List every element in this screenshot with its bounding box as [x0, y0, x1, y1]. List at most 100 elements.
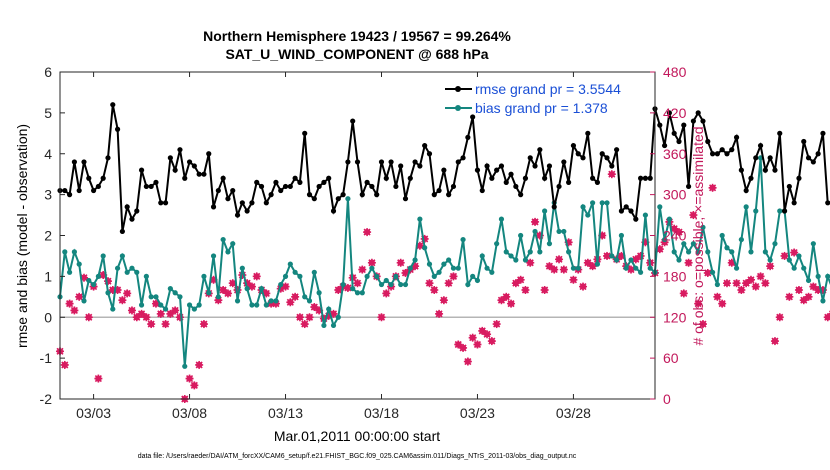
bias-point — [753, 208, 759, 214]
rmse-point — [354, 159, 361, 165]
rmse-point — [206, 151, 212, 157]
bias-point — [167, 286, 173, 292]
obs-possible-marker — [464, 358, 471, 365]
bias-point — [657, 204, 663, 210]
rmse-point — [100, 175, 106, 181]
rmse-point — [431, 192, 437, 198]
bias-point — [489, 269, 495, 275]
obs-possible-marker — [292, 293, 299, 300]
rmse-point — [215, 187, 221, 194]
y-axis-right-label: # of obs: o=possible; ×=assimilated — [690, 126, 706, 345]
y-axis-left-label: rmse and bias (model - observation) — [14, 124, 30, 348]
obs-possible-marker — [757, 273, 764, 280]
bias-point — [263, 302, 269, 308]
bias-point — [129, 265, 135, 271]
rmse-point — [345, 159, 351, 165]
bias-point — [474, 277, 481, 284]
bias-point — [258, 286, 265, 292]
obs-possible-marker — [167, 310, 174, 317]
bias-point — [681, 241, 687, 247]
bias-point — [297, 273, 303, 279]
bias-point — [417, 216, 423, 222]
rmse-point — [86, 175, 92, 181]
rmse-point — [330, 208, 337, 214]
bias-point — [412, 257, 418, 263]
obs-possible-marker — [551, 266, 558, 273]
x-tick-label: 03/08 — [172, 405, 207, 421]
rmse-point — [455, 159, 461, 165]
obs-possible-marker — [85, 314, 92, 321]
rmse-point — [546, 163, 553, 169]
bias-point — [234, 298, 241, 304]
obs-possible-marker — [287, 299, 294, 306]
rmse-point — [186, 159, 193, 165]
bias-point — [719, 232, 725, 239]
legend-label-bias: bias grand pr = 1.378 — [475, 100, 608, 116]
bias-point — [340, 281, 346, 288]
bias-point — [306, 298, 313, 304]
legend-marker-bias — [455, 105, 461, 111]
obs-possible-marker — [392, 273, 399, 280]
rmse-point — [244, 208, 250, 214]
rmse-point — [278, 187, 284, 194]
rmse-point — [292, 175, 298, 181]
obs-possible-marker — [507, 300, 515, 307]
obs-possible-marker — [282, 283, 289, 290]
chart-title: Northern Hemisphere 19423 / 19567 = 99.2… — [203, 28, 511, 44]
obs-possible-marker — [719, 300, 726, 307]
rmse-point — [191, 163, 197, 169]
bias-point — [268, 298, 274, 304]
rmse-point — [268, 192, 274, 198]
rmse-point — [508, 171, 514, 177]
rmse-point — [201, 171, 207, 177]
bias-point — [642, 212, 649, 218]
rmse-point — [220, 175, 226, 181]
obs-possible-marker — [762, 280, 769, 287]
obs-possible-marker — [311, 303, 318, 311]
rmse-point — [364, 179, 370, 185]
obs-possible-marker — [723, 280, 731, 287]
obs-possible-marker — [637, 252, 644, 260]
y-right-tick-label: 0 — [663, 391, 671, 407]
rmse-point — [537, 147, 543, 153]
bias-point — [292, 269, 298, 275]
bias-point — [201, 273, 207, 279]
rmse-point — [143, 183, 149, 190]
rmse-point — [772, 167, 778, 173]
obs-possible-marker — [143, 314, 150, 321]
rmse-point — [709, 151, 716, 157]
obs-possible-marker — [172, 307, 179, 314]
rmse-point — [76, 187, 82, 194]
obs-possible-marker — [608, 171, 615, 178]
rmse-point — [743, 187, 749, 194]
rmse-point — [383, 175, 389, 181]
obs-possible-marker — [359, 266, 366, 273]
obs-possible-marker — [589, 263, 596, 270]
rmse-point — [489, 175, 495, 181]
obs-possible-marker — [493, 320, 500, 328]
y-left-tick-label: 0 — [44, 309, 52, 325]
rmse-point — [479, 187, 485, 194]
bias-point — [460, 236, 466, 243]
bias-point — [76, 261, 82, 267]
rmse-point — [450, 183, 457, 190]
bias-point — [62, 249, 68, 255]
obs-possible-marker — [71, 307, 78, 314]
rmse-point — [719, 147, 725, 153]
rmse-point — [628, 208, 634, 214]
bias-point — [820, 298, 826, 304]
rmse-point — [119, 228, 125, 235]
bias-point — [575, 265, 581, 271]
bias-point — [633, 265, 639, 271]
rmse-point — [326, 175, 332, 181]
bias-point — [508, 253, 514, 259]
obs-possible-marker — [791, 249, 798, 256]
rmse-point — [350, 118, 356, 124]
obs-possible-marker — [248, 283, 256, 290]
footnote: data file: /Users/raeder/DAI/ATM_forcXX/… — [138, 453, 577, 460]
obs-possible-marker — [579, 283, 587, 290]
rmse-point — [801, 138, 807, 145]
rmse-point — [71, 159, 77, 165]
bias-point — [537, 249, 543, 255]
obs-possible-marker — [119, 297, 126, 304]
